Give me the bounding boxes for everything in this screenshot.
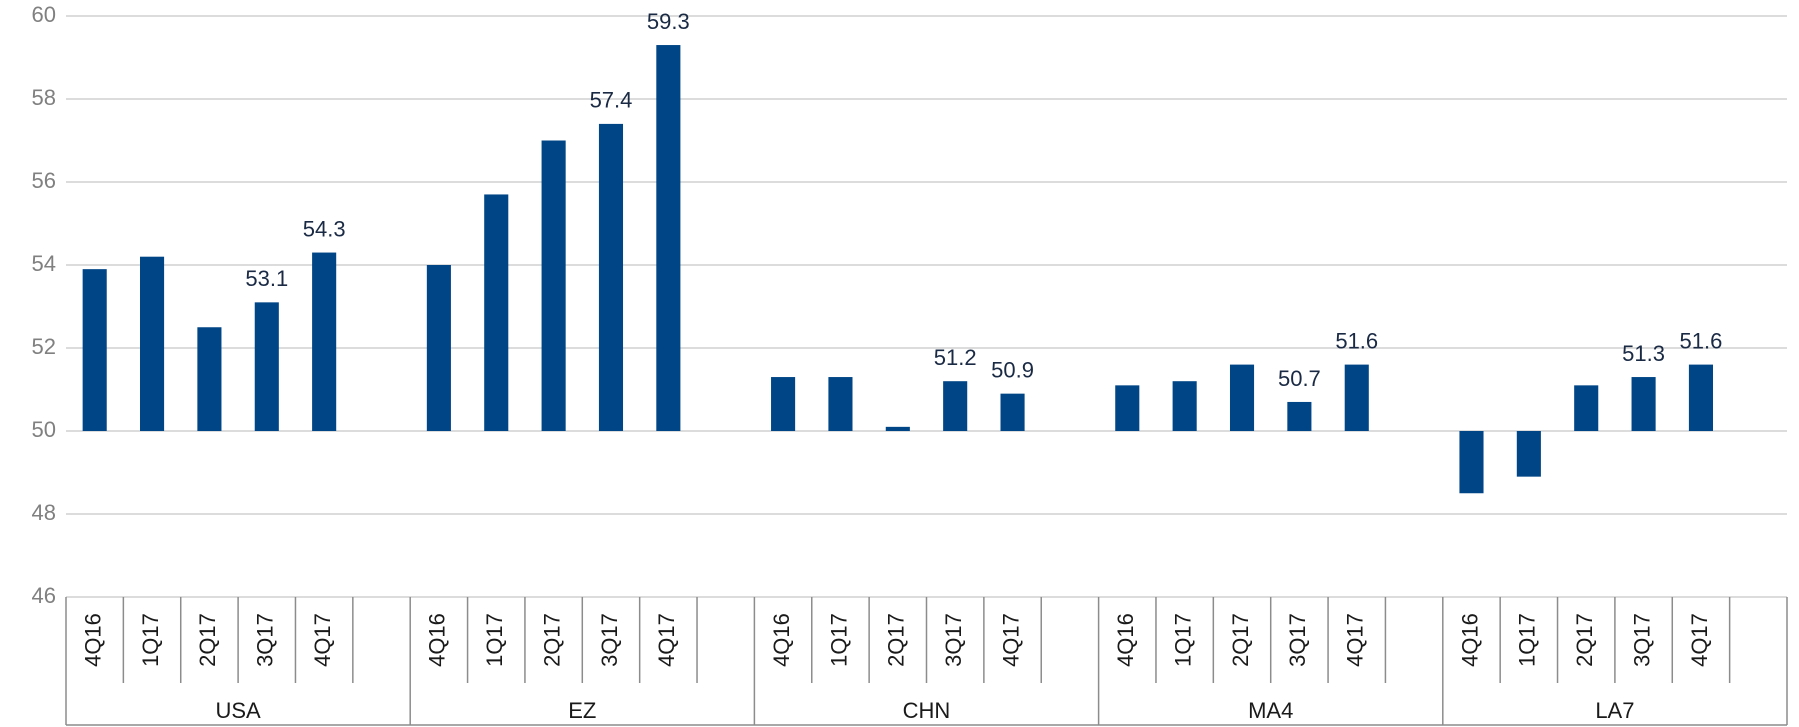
value-label: 51.6: [1680, 328, 1723, 353]
x-tick-label: 3Q17: [1629, 613, 1654, 667]
bar: [1688, 364, 1713, 431]
y-tick-label: 56: [32, 168, 56, 193]
y-tick-label: 54: [32, 251, 56, 276]
x-tick-label: 4Q17: [1687, 613, 1712, 667]
bar: [943, 381, 968, 431]
bar: [1574, 385, 1599, 431]
x-tick-label: 1Q17: [826, 613, 851, 667]
x-tick-label: 4Q16: [1457, 613, 1482, 667]
x-tick-label: 4Q16: [80, 613, 105, 667]
bar: [771, 377, 796, 431]
x-tick-label: 4Q16: [425, 613, 450, 667]
value-label: 51.2: [934, 345, 977, 370]
x-tick-label: 4Q17: [654, 613, 679, 667]
group-label: LA7: [1595, 698, 1634, 723]
bar: [1115, 385, 1140, 431]
group-label: EZ: [568, 698, 596, 723]
x-tick-label: 1Q17: [1515, 613, 1540, 667]
value-label: 57.4: [590, 88, 633, 113]
x-tick-label: 3Q17: [941, 613, 966, 667]
value-label: 51.3: [1622, 341, 1665, 366]
x-tick-label: 1Q17: [482, 613, 507, 667]
bar: [1172, 381, 1197, 431]
bar: [1631, 377, 1656, 431]
bar: [426, 265, 451, 431]
value-label: 54.3: [303, 216, 346, 241]
bar: [254, 302, 279, 431]
y-tick-label: 60: [32, 2, 56, 27]
bar: [1287, 401, 1312, 431]
x-tick-label: 2Q17: [884, 613, 909, 667]
x-tick-label: 3Q17: [597, 613, 622, 667]
group-label: USA: [215, 698, 261, 723]
x-tick-label: 4Q16: [1113, 613, 1138, 667]
bar: [312, 252, 337, 431]
bar: [484, 194, 509, 431]
x-tick-label: 2Q17: [539, 613, 564, 667]
value-label: 53.1: [245, 266, 288, 291]
x-tick-label: 4Q17: [998, 613, 1023, 667]
value-label: 51.6: [1335, 328, 1378, 353]
y-tick-label: 52: [32, 334, 56, 359]
x-tick-label: 2Q17: [1572, 613, 1597, 667]
y-tick-label: 46: [32, 583, 56, 608]
y-tick-label: 50: [32, 417, 56, 442]
x-tick-label: 1Q17: [138, 613, 163, 667]
x-tick-label: 4Q17: [1343, 613, 1368, 667]
x-tick-label: 1Q17: [1170, 613, 1195, 667]
y-tick-label: 48: [32, 500, 56, 525]
value-label: 59.3: [647, 9, 690, 34]
bar: [197, 327, 222, 431]
bar: [1000, 393, 1025, 431]
x-tick-label: 3Q17: [253, 613, 278, 667]
group-label: MA4: [1248, 698, 1293, 723]
x-tick-label: 3Q17: [1285, 613, 1310, 667]
bar: [656, 45, 681, 432]
bar: [140, 256, 165, 431]
bar: [828, 377, 853, 431]
y-tick-label: 58: [32, 85, 56, 110]
bar: [885, 426, 910, 431]
x-tick-label: 4Q16: [769, 613, 794, 667]
x-tick-label: 2Q17: [1228, 613, 1253, 667]
bar: [1516, 431, 1541, 477]
value-label: 50.9: [991, 357, 1034, 382]
x-tick-label: 4Q17: [310, 613, 335, 667]
x-tick-label: 2Q17: [195, 613, 220, 667]
bar: [541, 140, 566, 431]
bar: [1459, 431, 1484, 494]
bar: [1229, 364, 1255, 431]
value-label: 50.7: [1278, 366, 1321, 391]
bar: [82, 269, 107, 431]
bar: [598, 123, 624, 432]
bar: [1344, 364, 1369, 431]
group-label: CHN: [903, 698, 951, 723]
